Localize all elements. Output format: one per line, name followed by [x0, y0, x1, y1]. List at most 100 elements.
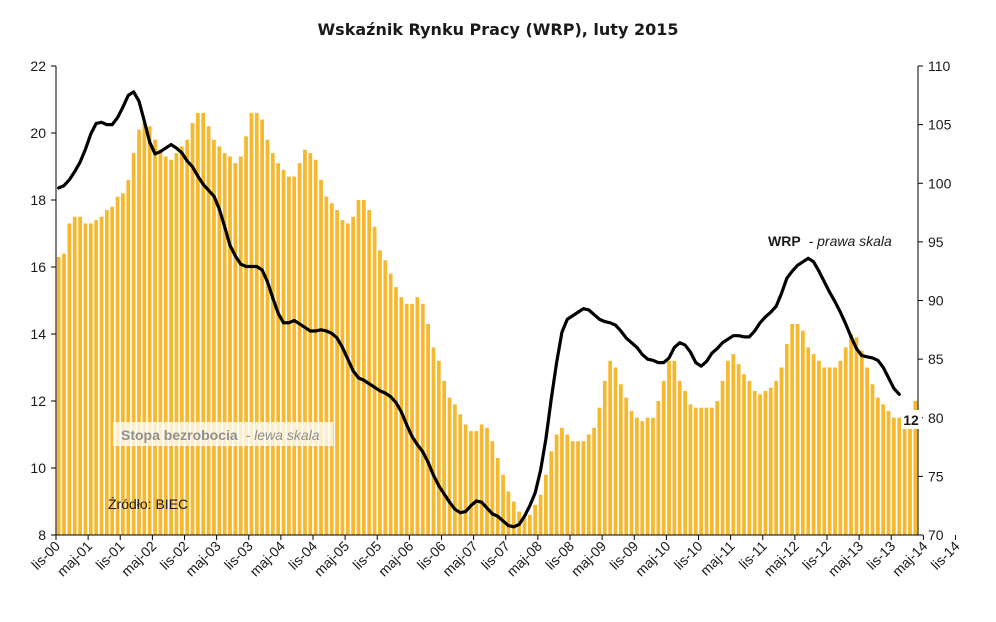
- bar: [833, 367, 837, 535]
- legend-wrp-name: WRP: [768, 233, 801, 249]
- legend-bars-name: Stopa bezrobocia: [121, 427, 238, 443]
- left-tick-label: 10: [30, 460, 46, 476]
- bar: [843, 347, 848, 535]
- bar: [361, 200, 366, 535]
- bar: [126, 179, 131, 535]
- left-y-axis: 8 10 12 14 16 18 20 22: [30, 58, 57, 543]
- bar: [720, 380, 725, 535]
- bar: [469, 431, 473, 535]
- bar: [340, 220, 345, 535]
- bar: [811, 354, 816, 535]
- bar: [244, 136, 248, 535]
- x-tick-label: maj-04: [246, 538, 288, 580]
- bar: [72, 216, 77, 535]
- bar: [758, 394, 762, 535]
- bar: [710, 407, 714, 535]
- bar: [190, 122, 195, 535]
- bar: [506, 491, 511, 535]
- bar: [137, 129, 141, 535]
- bar: [367, 210, 372, 536]
- bar: [313, 159, 318, 536]
- left-tick-label: 8: [38, 527, 46, 543]
- bar: [163, 156, 168, 535]
- bar: [554, 434, 559, 535]
- bar: [99, 216, 104, 535]
- bar: [479, 424, 484, 535]
- bar: [420, 303, 425, 535]
- bar: [849, 334, 853, 535]
- bar: [453, 404, 457, 535]
- bar: [715, 401, 720, 535]
- legend-bars-suffix: - lewa skala: [246, 427, 320, 443]
- right-tick-label: 100: [928, 175, 952, 191]
- bar: [865, 367, 870, 535]
- bar: [94, 220, 99, 535]
- bar: [153, 139, 157, 535]
- x-tick-label: maj-05: [311, 538, 353, 580]
- bar: [249, 112, 254, 536]
- left-tick-label: 12: [30, 393, 46, 409]
- bar: [667, 360, 671, 535]
- bar: [576, 441, 580, 535]
- bar: [511, 501, 516, 535]
- bar: [179, 146, 184, 535]
- line-series-wrp: [57, 90, 901, 529]
- bar: [838, 360, 843, 535]
- bar: [704, 407, 709, 535]
- bar: [356, 200, 361, 535]
- bar: [319, 179, 323, 535]
- bar: [881, 404, 886, 535]
- left-tick-label: 20: [30, 125, 46, 141]
- bar: [790, 323, 795, 535]
- bar: [908, 417, 912, 535]
- bar: [67, 223, 72, 535]
- bar: [822, 367, 827, 535]
- right-tick-label: 85: [928, 351, 944, 367]
- bar: [458, 414, 463, 535]
- bar: [394, 287, 398, 535]
- bar: [629, 411, 634, 535]
- bar: [763, 390, 768, 535]
- bar: [238, 156, 243, 535]
- bar: [474, 431, 479, 535]
- bar: [677, 380, 682, 535]
- x-axis: lis-00maj-01lis-01maj-02lis-02maj-03lis-…: [28, 534, 963, 580]
- bar: [560, 427, 564, 535]
- bar: [892, 417, 896, 535]
- bar: [442, 380, 447, 535]
- bar: [345, 223, 350, 535]
- bar: [222, 153, 227, 535]
- bar: [378, 250, 382, 535]
- bar: [688, 404, 693, 535]
- bar: [297, 163, 302, 535]
- bar: [656, 401, 661, 535]
- bar: [699, 407, 704, 535]
- bar: [372, 226, 377, 536]
- bar: [784, 344, 789, 535]
- bar-series-stopa-bezrobocia: [56, 112, 918, 536]
- bar: [147, 126, 152, 536]
- bar: [254, 112, 259, 536]
- bar: [618, 384, 623, 535]
- bar: [383, 260, 388, 535]
- right-tick-label: 75: [928, 468, 944, 484]
- bar: [817, 360, 821, 535]
- chart-title: Wskaźnik Rynku Pracy (WRP), luty 2015: [318, 20, 679, 39]
- x-tick-label: maj-07: [439, 538, 481, 580]
- bar: [752, 390, 757, 535]
- bar: [436, 360, 441, 535]
- bar: [870, 384, 875, 535]
- bar: [490, 441, 495, 535]
- bar: [913, 401, 918, 535]
- right-tick-label: 90: [928, 293, 944, 309]
- bar: [522, 518, 527, 535]
- bar: [731, 354, 736, 535]
- left-tick-label: 14: [30, 326, 46, 342]
- bar: [897, 417, 902, 535]
- bar: [672, 360, 677, 535]
- bar: [613, 367, 618, 535]
- bar: [335, 210, 339, 536]
- bar: [62, 253, 66, 535]
- bar: [131, 153, 136, 535]
